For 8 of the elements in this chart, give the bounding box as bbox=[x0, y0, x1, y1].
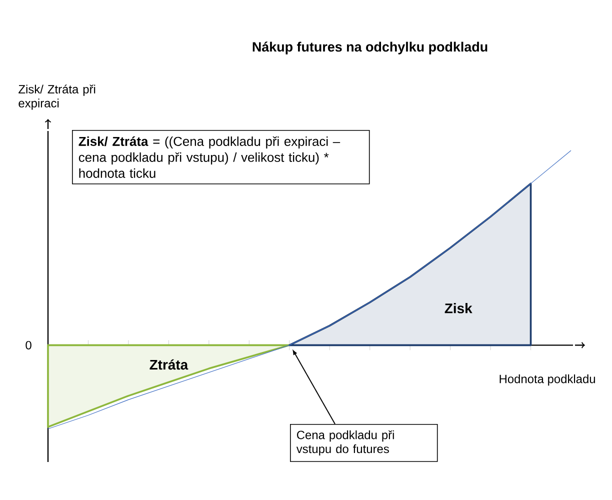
text: 0 bbox=[26, 340, 32, 350]
y-axis-title: Zisk/ Ztráta při expiraci bbox=[18, 84, 96, 110]
x-axis-title: Hodnota podkladu bbox=[500, 374, 596, 386]
annotation: Zisk/ Ztráta = ((Cena podkladu při expiraci – cena podkladu při vstupu) / velikost ticku) * hodnota ticku bbox=[78, 136, 340, 178]
series-label: Ztráta bbox=[150, 359, 188, 370]
text: Cena podkladu při vstupu do futures bbox=[296, 430, 394, 456]
chart-title: Nákup futures na odchylku podkladu bbox=[252, 42, 488, 54]
series-label: Zisk bbox=[444, 303, 472, 314]
